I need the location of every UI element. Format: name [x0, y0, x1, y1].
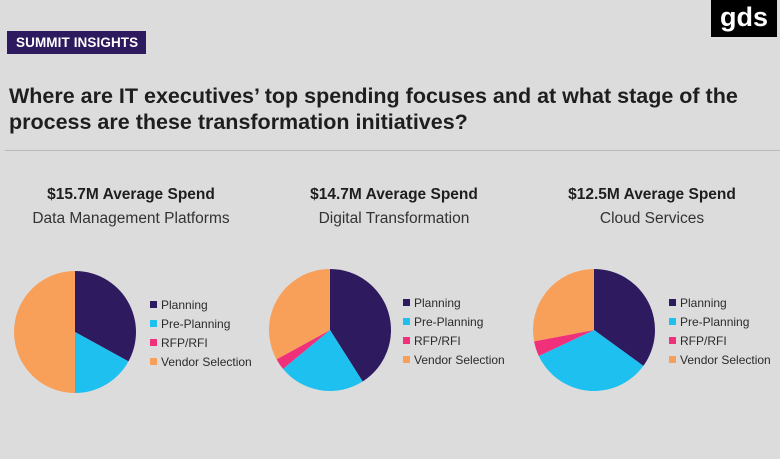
pie-chart-data-management: [14, 271, 136, 393]
chart-panel-data-management: $15.7M Average Spend Data Management Pla…: [5, 186, 265, 436]
legend-swatch: [150, 320, 157, 328]
legend-item: RFP/RFI: [403, 332, 505, 351]
legend-label: Planning: [161, 298, 208, 312]
divider: [5, 150, 780, 151]
pie-slice-rfp-rfi: [534, 330, 594, 356]
legend-swatch: [150, 358, 157, 366]
legend-label: Planning: [414, 296, 461, 310]
chart-legend: Planning Pre-Planning RFP/RFI Vendor Select…: [669, 294, 771, 370]
chart-legend: Planning Pre-Planning RFP/RFI Vendor Select…: [403, 294, 505, 370]
legend-label: Vendor Selection: [680, 353, 771, 367]
headline: Where are IT executives’ top spending fo…: [9, 84, 738, 134]
legend-label: RFP/RFI: [161, 336, 208, 350]
legend-swatch: [403, 337, 410, 345]
chart-subtitle: Digital Transformation: [318, 210, 470, 227]
summit-insights-badge: SUMMIT INSIGHTS: [7, 31, 147, 54]
chart-title: $12.5M Average Spend: [568, 186, 736, 203]
legend-swatch: [669, 356, 676, 364]
legend-item: Pre-Planning: [403, 313, 505, 332]
legend-swatch: [403, 318, 410, 326]
pie-slice-vendor-selection: [14, 271, 75, 393]
legend-swatch: [150, 339, 157, 347]
pie-chart-cloud-services: [532, 269, 655, 391]
chart-panel-digital-transformation: $14.7M Average Spend Digital Transformat…: [267, 186, 527, 436]
chart-legend: Planning Pre-Planning RFP/RFI Vendor Select…: [150, 296, 252, 372]
legend-swatch: [403, 299, 410, 307]
legend-item: Planning: [403, 294, 505, 313]
pie-slice-pre-planning: [538, 330, 644, 391]
pie-slice-pre-planning: [75, 332, 129, 393]
chart-title: $15.7M Average Spend: [47, 186, 215, 203]
pie-slice-pre-planning: [283, 330, 363, 391]
legend-label: Pre-Planning: [414, 315, 484, 329]
chart-subtitle: Data Management Platforms: [32, 210, 230, 227]
legend-label: Pre-Planning: [680, 315, 750, 329]
pie-slice-planning: [594, 269, 655, 366]
pie-slice-planning: [330, 269, 391, 382]
pie-slice-vendor-selection: [269, 269, 330, 360]
chart-title: $14.7M Average Spend: [310, 186, 478, 203]
legend-item: Planning: [669, 294, 771, 313]
legend-label: Pre-Planning: [161, 317, 231, 331]
legend-item: Planning: [150, 296, 252, 315]
pie-slice-rfp-rfi: [276, 330, 330, 369]
legend-item: Vendor Selection: [150, 353, 252, 372]
legend-item: Pre-Planning: [669, 313, 771, 332]
pie-slice-planning: [75, 271, 136, 362]
legend-label: RFP/RFI: [680, 334, 727, 348]
legend-swatch: [403, 356, 410, 364]
legend-item: Pre-Planning: [150, 315, 252, 334]
chart-subtitle: Cloud Services: [599, 210, 705, 227]
pie-chart-digital-transformation: [269, 269, 391, 391]
legend-swatch: [669, 318, 676, 326]
legend-label: Vendor Selection: [161, 355, 252, 369]
legend-item: Vendor Selection: [669, 351, 771, 370]
legend-label: RFP/RFI: [414, 334, 461, 348]
legend-item: RFP/RFI: [669, 332, 771, 351]
legend-item: RFP/RFI: [150, 334, 252, 353]
legend-label: Planning: [680, 296, 727, 310]
legend-swatch: [669, 299, 676, 307]
legend-label: Vendor Selection: [414, 353, 505, 367]
legend-swatch: [150, 301, 157, 309]
pie-slice-vendor-selection: [532, 269, 594, 342]
gds-logo: gds: [710, 0, 777, 37]
chart-panel-cloud-services: $12.5M Average Spend Cloud Services Plan…: [524, 186, 780, 436]
legend-swatch: [669, 337, 676, 345]
legend-item: Vendor Selection: [403, 351, 505, 370]
